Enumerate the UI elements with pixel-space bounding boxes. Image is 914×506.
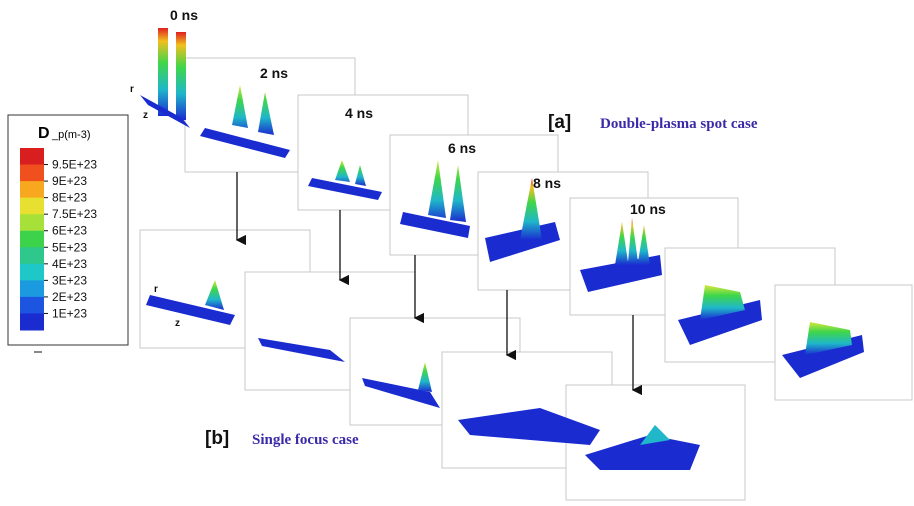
time-label: 10 ns: [630, 201, 666, 217]
colorbar-swatches: 9.5E+23 9E+23 8E+23 7.5E+23 6E+23 5E+23 4E+23 3…: [20, 148, 97, 331]
surface-base: [146, 295, 235, 325]
colorbar-label: 6E+23: [52, 224, 87, 238]
colorbar-swatch: [20, 214, 44, 232]
time-label: 8 ns: [533, 175, 561, 191]
colorbar-swatch: [20, 164, 44, 182]
surface-peak: [176, 32, 186, 120]
case-tag: [a]: [548, 112, 571, 133]
colorbar-label: 5E+23: [52, 240, 87, 254]
surface-base: [258, 338, 345, 362]
surface-base: [400, 212, 470, 238]
surface-peak: [805, 322, 852, 355]
surface-peak: [335, 160, 366, 186]
axis-label: z: [175, 318, 180, 329]
axis-label: z: [143, 110, 148, 121]
colorbar-label: 2E+23: [52, 290, 87, 304]
colorbar-swatch: [20, 230, 44, 248]
colorbar-label: 9.5E+23: [52, 158, 97, 172]
surface-base: [362, 378, 440, 408]
surface-peak: [232, 85, 274, 135]
surfaces: [140, 28, 864, 470]
colorbar-swatch: [20, 313, 44, 331]
surface-peak: [428, 160, 466, 222]
surface-base: [585, 435, 700, 470]
colorbar-swatch: [20, 181, 44, 199]
axis-label: r: [130, 84, 134, 95]
colorbar-swatch: [20, 280, 44, 298]
colorbar-label: 3E+23: [52, 273, 87, 287]
surface-peak: [615, 218, 650, 265]
colorbar-label: 7.5E+23: [52, 207, 97, 221]
axis-label: r: [154, 284, 158, 295]
surface-peak: [700, 285, 745, 320]
surface-base: [678, 300, 762, 345]
case-title: Double-plasma spot case: [600, 116, 758, 132]
surface-peak: [640, 425, 670, 445]
surface-peak: [520, 178, 542, 240]
surface-base: [308, 178, 382, 200]
time-label: 4 ns: [345, 105, 373, 121]
colorbar-unit: _p(m-3): [51, 129, 91, 141]
case-tag: [b]: [205, 428, 229, 449]
colorbar-swatch: [20, 263, 44, 281]
time-label: 6 ns: [448, 140, 476, 156]
arrows: [235, 172, 643, 396]
time-label: 0 ns: [170, 7, 198, 23]
surface-base: [458, 408, 600, 445]
colorbar-label: 8E+23: [52, 191, 87, 205]
colorbar-symbol: D: [38, 125, 50, 142]
colorbar-swatch: [20, 197, 44, 215]
colorbar-swatch: [20, 148, 44, 166]
time-label: 2 ns: [260, 65, 288, 81]
surface-peak: [158, 28, 168, 116]
surface-peak: [205, 280, 224, 310]
colorbar-swatch: [20, 296, 44, 314]
colorbar-label: 1E+23: [52, 306, 87, 320]
surface-base: [140, 95, 190, 128]
surface-base: [485, 222, 560, 262]
case-title: Single focus case: [252, 432, 359, 448]
colorbar-label: 9E+23: [52, 174, 87, 188]
colorbar-swatch: [20, 247, 44, 265]
colorbar: D _p(m-3) 9.5E+23 9E+23 8E+23 7.5E+23 6E+23 5…: [7, 114, 129, 353]
surface-base: [200, 128, 290, 158]
colorbar-label: 4E+23: [52, 257, 87, 271]
surface-peak: [418, 362, 432, 392]
